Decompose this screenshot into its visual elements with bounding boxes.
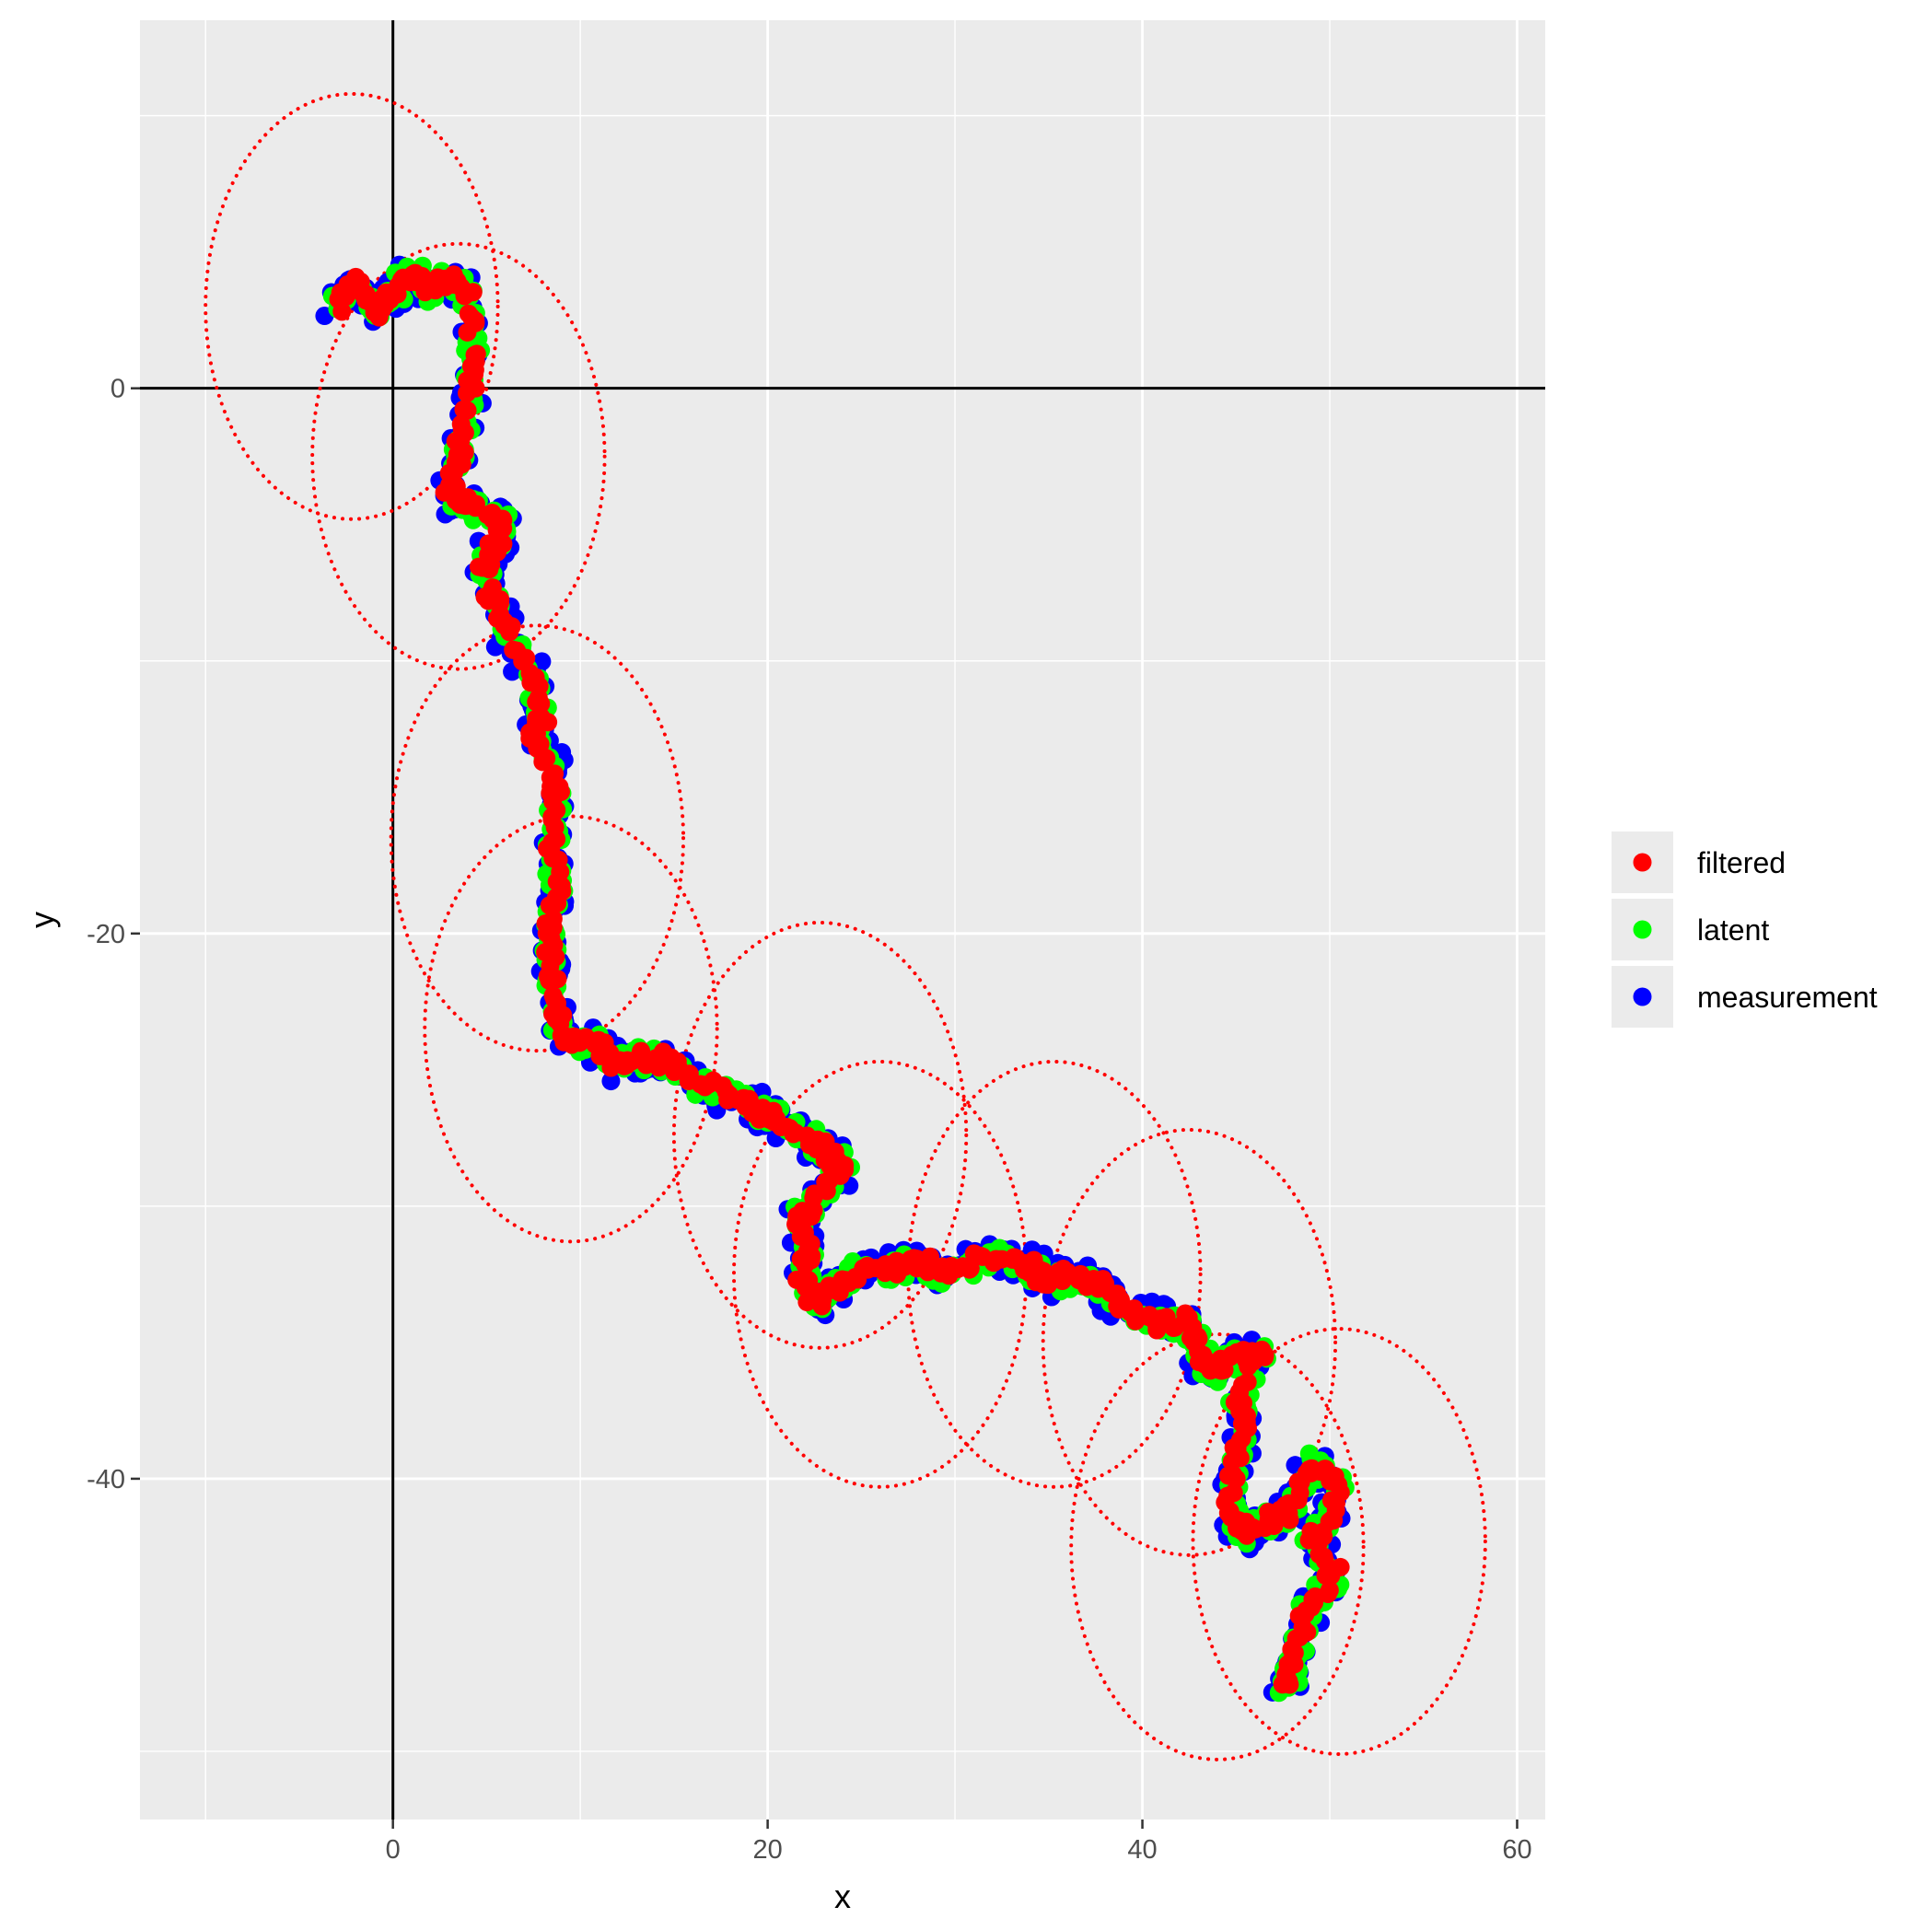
filtered-point — [517, 648, 536, 668]
filtered-point — [1189, 1330, 1208, 1349]
y-tick-label: 0 — [111, 375, 125, 404]
filtered-point — [1239, 1357, 1258, 1377]
confidence-ellipse — [310, 241, 607, 671]
filtered-point — [543, 986, 563, 1006]
y-axis: -40 -20 0 — [87, 375, 140, 1494]
legend: filtered latent measurement — [1612, 831, 1878, 1028]
x-axis-title: x — [834, 1878, 851, 1915]
filtered-point — [1316, 1566, 1335, 1586]
confidence-ellipse — [1069, 1332, 1366, 1761]
filtered-point — [537, 749, 556, 768]
filtered-point — [763, 1101, 783, 1121]
filtered-point — [546, 1009, 565, 1029]
filtered-point — [500, 622, 519, 642]
filtered-point — [458, 383, 477, 402]
filtered-point — [1273, 1675, 1292, 1694]
filtered-point — [796, 1255, 815, 1274]
y-tick-label: -40 — [87, 1465, 125, 1494]
filtered-point — [480, 560, 499, 579]
filtered-point — [454, 400, 473, 419]
x-axis: 0 20 40 60 — [386, 1820, 1532, 1865]
x-tick-label: 40 — [1127, 1835, 1157, 1865]
confidence-ellipse — [423, 814, 719, 1244]
confidence-ellipse — [671, 920, 969, 1350]
filtered-point — [1218, 1466, 1238, 1485]
filtered-point — [1096, 1274, 1115, 1294]
confidence-ellipse — [204, 91, 500, 521]
filtered-point — [455, 286, 474, 306]
filtered-point — [540, 971, 559, 990]
legend-marker — [1633, 853, 1652, 872]
x-tick-label: 60 — [1502, 1835, 1531, 1865]
confidence-ellipse — [1041, 1127, 1338, 1557]
reference-lines — [140, 20, 1545, 1820]
filtered-point — [1232, 1414, 1251, 1434]
x-tick-label: 20 — [752, 1835, 782, 1865]
legend-label: latent — [1697, 913, 1769, 947]
y-tick-label: -20 — [87, 920, 125, 949]
legend-marker — [1633, 920, 1652, 939]
filtered-point — [458, 322, 477, 342]
legend-label: filtered — [1697, 846, 1786, 879]
filtered-point — [739, 1089, 759, 1109]
data-points — [315, 255, 1355, 1703]
y-axis-title: y — [23, 912, 61, 928]
x-tick-label: 0 — [386, 1835, 401, 1865]
confidence-ellipse — [1191, 1327, 1487, 1756]
filtered-point — [699, 1075, 718, 1094]
filtered-point — [527, 692, 546, 712]
measurement-point — [601, 1072, 621, 1091]
legend-marker — [1633, 987, 1652, 1006]
confidence-ellipse — [389, 623, 686, 1053]
filtered-point — [960, 1260, 979, 1279]
filtered-point — [521, 673, 541, 692]
legend-label: measurement — [1697, 981, 1878, 1014]
